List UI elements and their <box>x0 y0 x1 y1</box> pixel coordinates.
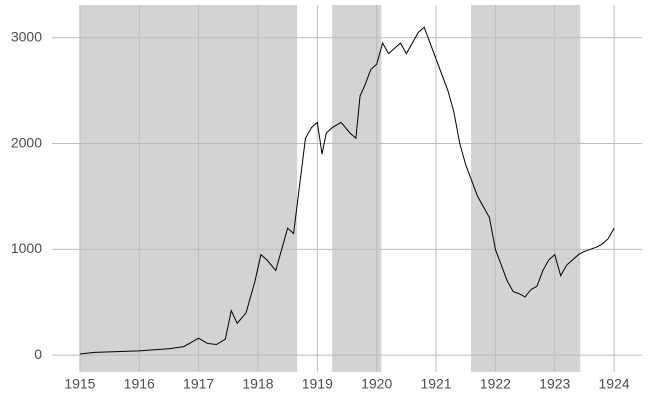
y-tick-label: 0 <box>34 346 42 362</box>
y-tick-label: 3000 <box>11 28 42 44</box>
y-tick-label: 2000 <box>11 134 42 150</box>
line <box>79 26 615 355</box>
shaded-region <box>79 5 298 372</box>
x-tick-label: 1915 <box>64 376 95 392</box>
x-tick-label: 1916 <box>124 376 155 392</box>
x-tick-label: 1922 <box>480 376 511 392</box>
y-tick-label: 1000 <box>11 240 42 256</box>
x-tick-label: 1924 <box>599 376 630 392</box>
x-tick-label: 1917 <box>183 376 214 392</box>
x-tick-label: 1919 <box>302 376 333 392</box>
shaded-region <box>471 5 581 372</box>
x-tick-label: 1923 <box>539 376 570 392</box>
x-tick-label: 1921 <box>420 376 451 392</box>
shaded-region <box>332 5 382 372</box>
x-tick-label: 1918 <box>242 376 273 392</box>
x-tick-label: 1920 <box>361 376 392 392</box>
